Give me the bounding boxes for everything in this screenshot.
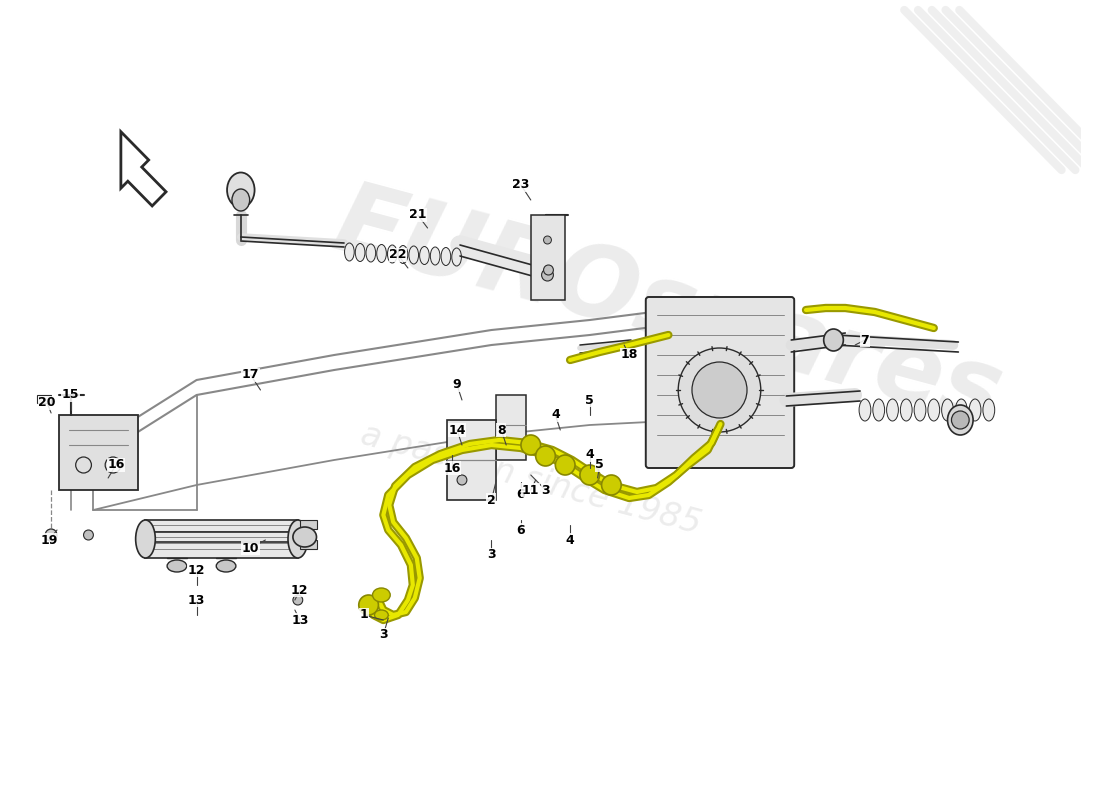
Circle shape [541,269,553,281]
Ellipse shape [398,246,408,263]
Ellipse shape [135,520,155,558]
Circle shape [536,446,556,466]
Ellipse shape [167,560,187,572]
Ellipse shape [374,610,388,620]
Text: 6: 6 [517,523,526,537]
Ellipse shape [928,399,939,421]
Text: 5: 5 [585,394,594,406]
Ellipse shape [824,329,844,351]
Circle shape [359,595,378,615]
Text: 1: 1 [360,609,368,622]
Ellipse shape [227,173,254,207]
Ellipse shape [887,399,899,421]
Bar [145,520,298,558]
Bar [448,420,496,500]
FancyBboxPatch shape [646,297,794,468]
Circle shape [45,529,57,541]
Ellipse shape [430,247,440,265]
Text: 13: 13 [292,614,308,626]
Ellipse shape [956,399,967,421]
Circle shape [521,435,540,455]
Text: 19: 19 [41,534,58,546]
Text: 21: 21 [409,209,427,222]
Text: 5: 5 [595,458,604,471]
Text: 22: 22 [389,249,407,262]
Text: 12: 12 [292,583,308,597]
Ellipse shape [376,245,386,262]
Ellipse shape [373,588,390,602]
Circle shape [458,475,466,485]
Text: 15: 15 [62,389,79,402]
Text: 18: 18 [620,349,638,362]
Text: 8: 8 [497,423,506,437]
Circle shape [556,455,575,475]
Ellipse shape [409,246,418,264]
Text: 23: 23 [513,178,529,191]
Ellipse shape [344,243,354,261]
Text: 10: 10 [242,542,260,554]
Text: 2: 2 [487,494,496,506]
Bar [37,395,51,403]
Ellipse shape [419,246,429,265]
Text: 6: 6 [517,489,526,502]
Text: a passion since 1985: a passion since 1985 [356,418,705,542]
Text: 17: 17 [242,369,260,382]
Ellipse shape [232,189,250,211]
Text: 3: 3 [487,549,496,562]
Ellipse shape [387,245,397,263]
Ellipse shape [859,399,871,421]
Text: 16: 16 [443,462,461,474]
Text: 3: 3 [541,483,550,497]
Circle shape [692,362,747,418]
Ellipse shape [293,527,317,547]
Text: EUROspares: EUROspares [324,174,1013,446]
Text: 9: 9 [453,378,461,391]
Ellipse shape [872,399,884,421]
Text: 13: 13 [188,594,206,606]
Circle shape [293,595,303,605]
Text: 14: 14 [449,423,465,437]
Bar [496,395,526,460]
Circle shape [543,236,551,244]
Ellipse shape [217,560,235,572]
Text: 4: 4 [585,449,594,462]
Text: 3: 3 [379,629,387,642]
Text: 11: 11 [522,483,539,497]
Text: 7: 7 [860,334,869,346]
Ellipse shape [901,399,912,421]
Bar [300,520,318,529]
Ellipse shape [969,399,981,421]
Text: 4: 4 [565,534,574,546]
Ellipse shape [983,399,994,421]
Text: 4: 4 [551,409,560,422]
Bar [531,215,565,300]
Text: 12: 12 [188,563,206,577]
Bar [59,415,138,490]
Circle shape [543,265,553,275]
Ellipse shape [947,405,974,435]
Circle shape [952,411,969,429]
Ellipse shape [355,243,365,262]
Circle shape [602,475,621,495]
Bar [300,540,318,549]
Ellipse shape [288,520,308,558]
Circle shape [580,465,600,485]
Ellipse shape [914,399,926,421]
Circle shape [84,530,94,540]
Text: 20: 20 [39,397,56,410]
Circle shape [679,348,761,432]
Ellipse shape [366,244,376,262]
Ellipse shape [452,248,461,266]
Ellipse shape [441,247,451,266]
Text: 16: 16 [108,458,124,471]
Ellipse shape [942,399,954,421]
